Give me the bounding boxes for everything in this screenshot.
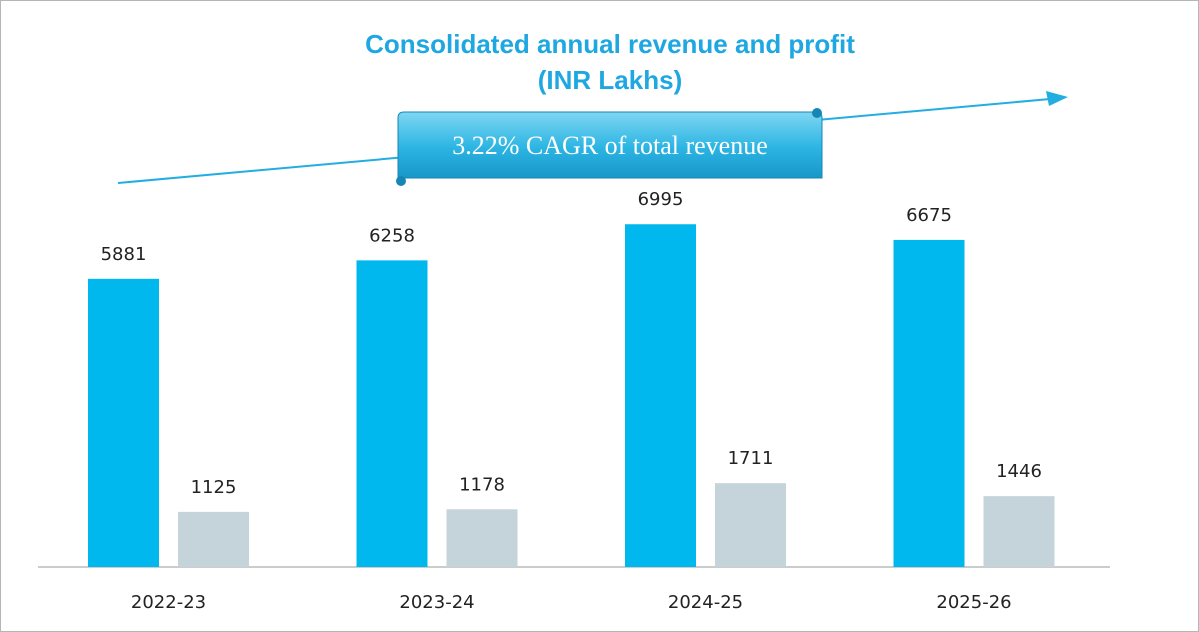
data-label: 6995 (638, 189, 684, 210)
bar (983, 496, 1055, 567)
annotation: 3.22% CAGR of total revenue (452, 131, 768, 160)
data-label: 5881 (101, 244, 147, 265)
data-label: 1178 (459, 474, 505, 495)
x-tick-label: 2023-24 (399, 592, 474, 613)
data-label: 6675 (906, 205, 952, 226)
data-label: 1446 (996, 461, 1042, 482)
bar (178, 511, 249, 567)
bar (893, 239, 965, 568)
data-label: 6258 (369, 225, 415, 246)
bar (715, 483, 786, 567)
bar (88, 278, 159, 567)
banner: 3.22% CAGR of total revenue (396, 108, 823, 186)
bar (625, 224, 696, 567)
bar (446, 509, 518, 567)
chart-subtitle: (INR Lakhs) (538, 65, 682, 95)
data-label: 1125 (191, 477, 237, 498)
x-tick-label: 2025-26 (936, 592, 1011, 613)
x-tick-label: 2024-25 (668, 592, 743, 613)
bar (356, 260, 428, 567)
x-tick-label: 2022-23 (131, 592, 206, 613)
data-label: 1711 (728, 448, 774, 469)
chart-title: Consolidated annual revenue and profit (365, 29, 855, 59)
arrow-head (1046, 91, 1068, 106)
